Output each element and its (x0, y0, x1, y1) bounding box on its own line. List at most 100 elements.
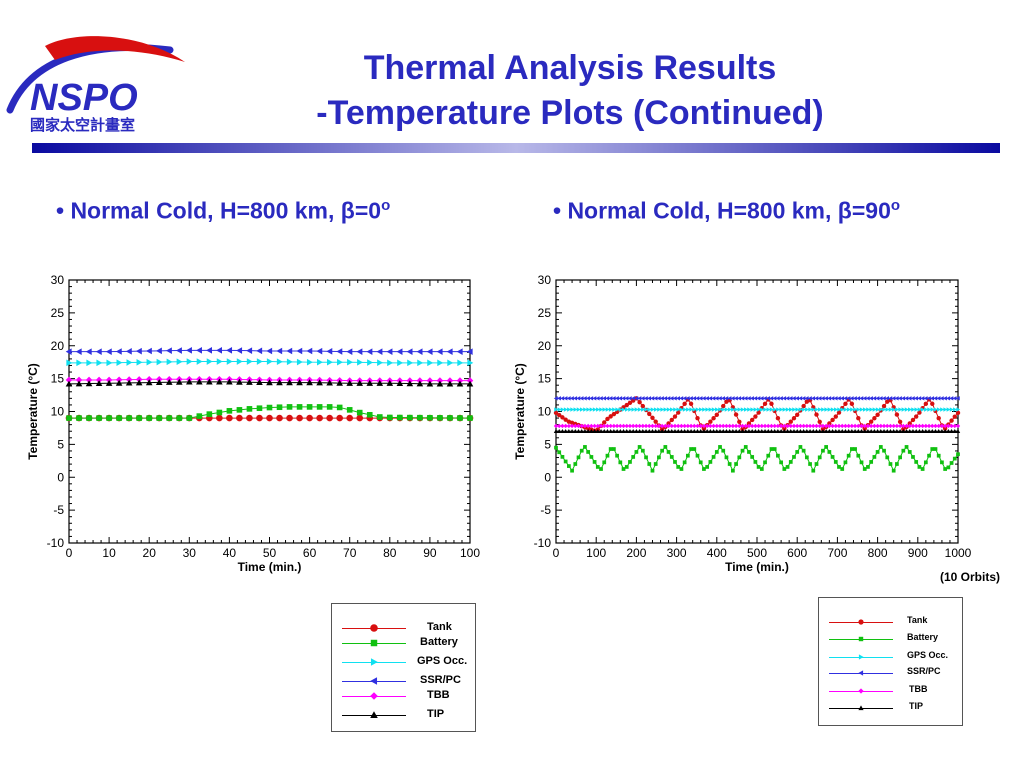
data-point (467, 415, 473, 421)
data-point (778, 429, 784, 433)
data-point (702, 467, 706, 471)
data-point (126, 359, 133, 366)
data-point (872, 396, 877, 401)
data-point (166, 358, 173, 366)
data-point (920, 407, 925, 412)
data-point (711, 396, 716, 401)
data-point (569, 429, 575, 433)
data-point (647, 462, 652, 466)
data-point (833, 423, 838, 429)
data-point (692, 447, 697, 451)
data-point (817, 455, 822, 460)
data-point (943, 467, 948, 471)
data-point (776, 407, 781, 412)
data-point (843, 460, 848, 465)
data-point (766, 396, 771, 401)
data-point (866, 465, 870, 469)
data-point (634, 450, 639, 454)
data-point (653, 419, 658, 424)
data-point (611, 429, 617, 433)
data-point (602, 420, 607, 425)
data-point (940, 407, 945, 412)
legend-marker (858, 688, 864, 694)
data-point (276, 414, 283, 422)
data-point (427, 359, 434, 367)
data-point (656, 423, 662, 429)
data-point (933, 396, 938, 401)
data-point (730, 396, 735, 401)
legend-marker-shape (370, 658, 378, 666)
data-point (206, 378, 213, 385)
data-point (814, 423, 819, 429)
data-point (569, 423, 575, 429)
series-tbb (553, 423, 961, 429)
data-point (923, 460, 928, 465)
series-tip (553, 429, 961, 433)
data-point (436, 380, 444, 387)
data-point (846, 429, 851, 433)
data-point (66, 415, 72, 421)
data-point (756, 396, 761, 401)
data-point (689, 407, 694, 412)
data-point (563, 423, 568, 429)
data-point (570, 407, 575, 412)
data-point (891, 423, 896, 429)
y-axis-label: Temperature (°C) (513, 363, 527, 460)
data-point (653, 423, 658, 429)
data-point (872, 407, 877, 412)
data-point (711, 455, 716, 459)
data-point (685, 423, 691, 429)
data-point (256, 414, 263, 422)
y-axis-label: Temperature (°C) (26, 363, 40, 460)
data-point (772, 429, 777, 433)
data-point (614, 396, 619, 401)
data-point (682, 407, 687, 412)
data-point (852, 423, 858, 429)
data-point (688, 429, 694, 433)
data-point (749, 429, 755, 433)
data-point (843, 401, 848, 407)
data-point (711, 407, 716, 412)
data-point (930, 447, 935, 451)
data-point (634, 407, 639, 412)
legend-marker-shape (370, 677, 378, 685)
data-point (913, 396, 918, 401)
data-point (557, 407, 562, 412)
data-point (917, 396, 922, 401)
data-point (96, 359, 103, 367)
data-point (791, 429, 797, 433)
data-point (840, 423, 845, 429)
data-point (955, 423, 961, 429)
logo-subtext: 國家太空計畫室 (30, 116, 135, 134)
data-point (807, 423, 813, 429)
data-point (856, 415, 861, 421)
data-point (823, 429, 829, 433)
data-point (663, 407, 668, 412)
data-point (666, 429, 671, 433)
data-point (875, 423, 880, 429)
data-point (753, 423, 758, 429)
data-point (306, 379, 313, 386)
data-point (611, 396, 616, 401)
data-point (872, 423, 877, 429)
data-point (843, 396, 848, 401)
data-point (843, 407, 848, 412)
data-point (714, 423, 719, 429)
data-point (226, 347, 233, 354)
data-point (760, 407, 765, 412)
data-point (801, 448, 806, 453)
series-ssr-pc (65, 347, 473, 355)
data-point (782, 426, 787, 431)
data-point (592, 396, 597, 401)
data-point (155, 347, 162, 355)
data-point (106, 359, 113, 367)
data-point (830, 423, 835, 429)
data-point (125, 348, 132, 355)
data-point (917, 407, 922, 412)
data-point (840, 467, 845, 471)
data-point (914, 460, 919, 464)
data-point (614, 423, 620, 429)
data-point (837, 465, 841, 469)
data-point (367, 359, 374, 366)
